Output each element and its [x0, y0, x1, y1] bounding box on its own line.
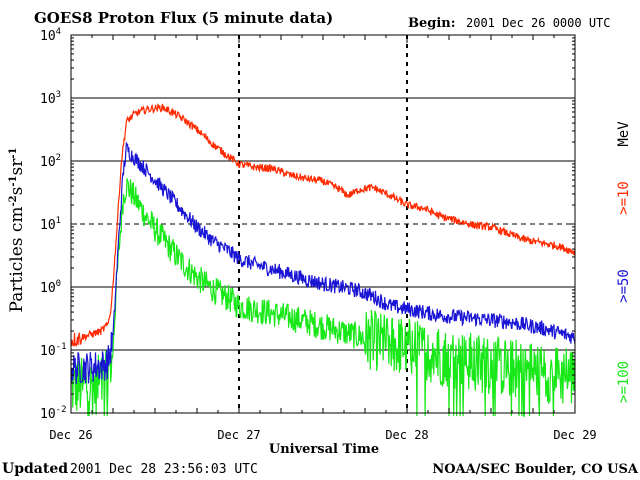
legend-units: MeV — [616, 121, 632, 147]
y-tick-base: 10 — [40, 218, 56, 233]
series-lines — [70, 103, 576, 417]
x-axis-ticks: Dec 26 Dec 27 Dec 28 Dec 29 — [49, 35, 597, 442]
y-tick-base: 10 — [40, 155, 56, 170]
x-tick-label: Dec 28 — [385, 428, 428, 442]
chart-title: GOES8 Proton Flux (5 minute data) — [34, 9, 333, 27]
y-tick-exponent: 2 — [56, 153, 61, 163]
y-axis-title-exp-s: -1 — [8, 176, 19, 187]
y-tick-label: 100 — [40, 279, 61, 296]
x-tick-label: Dec 26 — [49, 428, 92, 442]
y-tick-base: 10 — [40, 344, 56, 359]
begin-value: 2001 Dec 26 0000 UTC — [466, 16, 611, 30]
series-line — [70, 142, 576, 385]
updated-label: Updated — [2, 461, 68, 477]
y-axis-title-exp-cm: -2 — [8, 195, 19, 206]
y-axis-title-sr: sr — [7, 158, 27, 176]
y-tick-label: 10-2 — [40, 405, 67, 422]
y-tick-base: 10 — [40, 281, 56, 296]
y-axis-title: Particles cm-2s-1sr-1 — [7, 148, 27, 313]
y-tick-exponent: 4 — [56, 27, 61, 37]
y-tick-label: 102 — [40, 153, 61, 170]
series-line — [70, 103, 576, 347]
y-tick-label: 10-1 — [40, 342, 67, 359]
y-tick-label: 104 — [40, 27, 61, 44]
y-tick-label: 101 — [40, 216, 61, 233]
y-tick-base: 10 — [40, 29, 56, 44]
updated-value: 2001 Dec 28 23:56:03 UTC — [70, 462, 258, 477]
credit-text: NOAA/SEC Boulder, CO USA — [432, 462, 639, 477]
series-line — [70, 178, 576, 417]
y-tick-exponent: 1 — [56, 216, 61, 226]
x-axis-title: Universal Time — [269, 442, 379, 457]
y-tick-exponent: 0 — [56, 279, 61, 289]
y-axis-title-s: s — [7, 187, 27, 196]
y-tick-exponent: -1 — [56, 342, 67, 352]
y-tick-base: 10 — [40, 92, 56, 107]
y-tick-label: 103 — [40, 90, 61, 107]
grid-lines — [71, 35, 575, 413]
x-tick-label: Dec 27 — [217, 428, 260, 442]
legend-series-100mev: >=100 — [616, 361, 632, 403]
y-axis-title-main: Particles cm — [7, 206, 27, 312]
y-tick-exponent: 3 — [56, 90, 61, 100]
legend-series-50mev: >=50 — [616, 269, 632, 303]
legend-series-10mev: >=10 — [616, 181, 632, 215]
begin-label: Begin: — [408, 16, 456, 31]
y-tick-exponent: -2 — [56, 405, 67, 415]
x-tick-label: Dec 29 — [553, 428, 596, 442]
y-axis-title-exp-sr: -1 — [8, 148, 19, 159]
y-tick-base: 10 — [40, 407, 56, 422]
